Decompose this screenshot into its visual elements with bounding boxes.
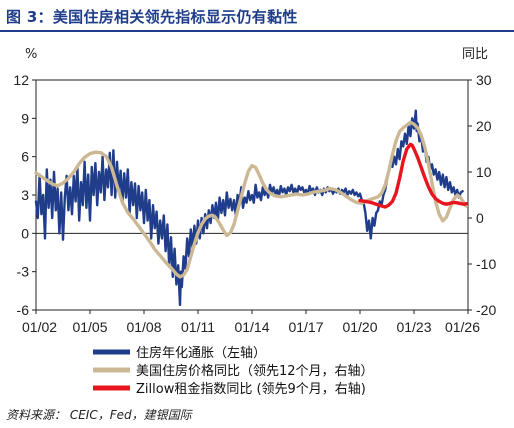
x-tick-label: 01/08 — [126, 319, 161, 335]
x-tick-label: 01/11 — [181, 319, 215, 335]
figure-title: 图 3：美国住房相关领先指标显示仍有黏性 — [6, 8, 298, 26]
x-tick-label: 01/05 — [72, 319, 107, 335]
x-tick-label: 01/02 — [22, 319, 57, 335]
right-axis-unit: 同比 — [462, 47, 488, 62]
left-tick-label: -3 — [17, 264, 30, 280]
source-note: 资料来源： CEIC，Fed，建银国际 — [6, 408, 192, 422]
right-tick-label: 20 — [476, 118, 492, 134]
legend-label-cpi-shelter: 住房年化通胀（左轴） — [136, 345, 266, 361]
right-tick-label: 0 — [476, 210, 484, 226]
line-chart: % 同比 -6 -3 0 3 6 9 12 -20 -10 0 10 20 30 01/02 01/05 01… — [13, 47, 496, 397]
left-axis-unit: % — [25, 47, 37, 62]
series-layer — [34, 109, 468, 307]
left-tick-label: 6 — [21, 149, 29, 165]
left-tick-label: 9 — [21, 110, 29, 126]
axes: -6 -3 0 3 6 9 12 -20 -10 0 10 20 30 01/02 01/05 01/08 01… — [13, 72, 496, 335]
legend: 住房年化通胀（左轴） 美国住房价格同比（领先12个月，右轴） Zillow租金指… — [93, 345, 374, 397]
series-line-case-shiller — [34, 120, 468, 279]
series-line-zillow — [358, 142, 468, 209]
x-tick-label: 01/23 — [396, 319, 431, 335]
x-tick-label: 01/26 — [445, 319, 480, 335]
title-divider — [0, 30, 514, 32]
right-tick-label: -20 — [476, 302, 496, 318]
series-line-cpi-shelter — [34, 109, 464, 307]
left-tick-label: 0 — [21, 225, 29, 241]
x-tick-label: 01/17 — [288, 319, 323, 335]
left-tick-label: 3 — [21, 187, 29, 203]
right-tick-label: 30 — [476, 72, 492, 88]
right-tick-label: 10 — [476, 164, 492, 180]
x-tick-label: 01/14 — [234, 319, 269, 335]
legend-label-zillow: Zillow租金指数同比 (领先9个月，右轴) — [136, 381, 366, 397]
x-tick-label: 01/20 — [342, 319, 377, 335]
left-tick-label: -6 — [17, 302, 30, 318]
left-tick-label: 12 — [13, 72, 29, 88]
right-tick-label: -10 — [476, 256, 496, 272]
legend-label-case-shiller: 美国住房价格同比（领先12个月，右轴） — [136, 363, 374, 379]
